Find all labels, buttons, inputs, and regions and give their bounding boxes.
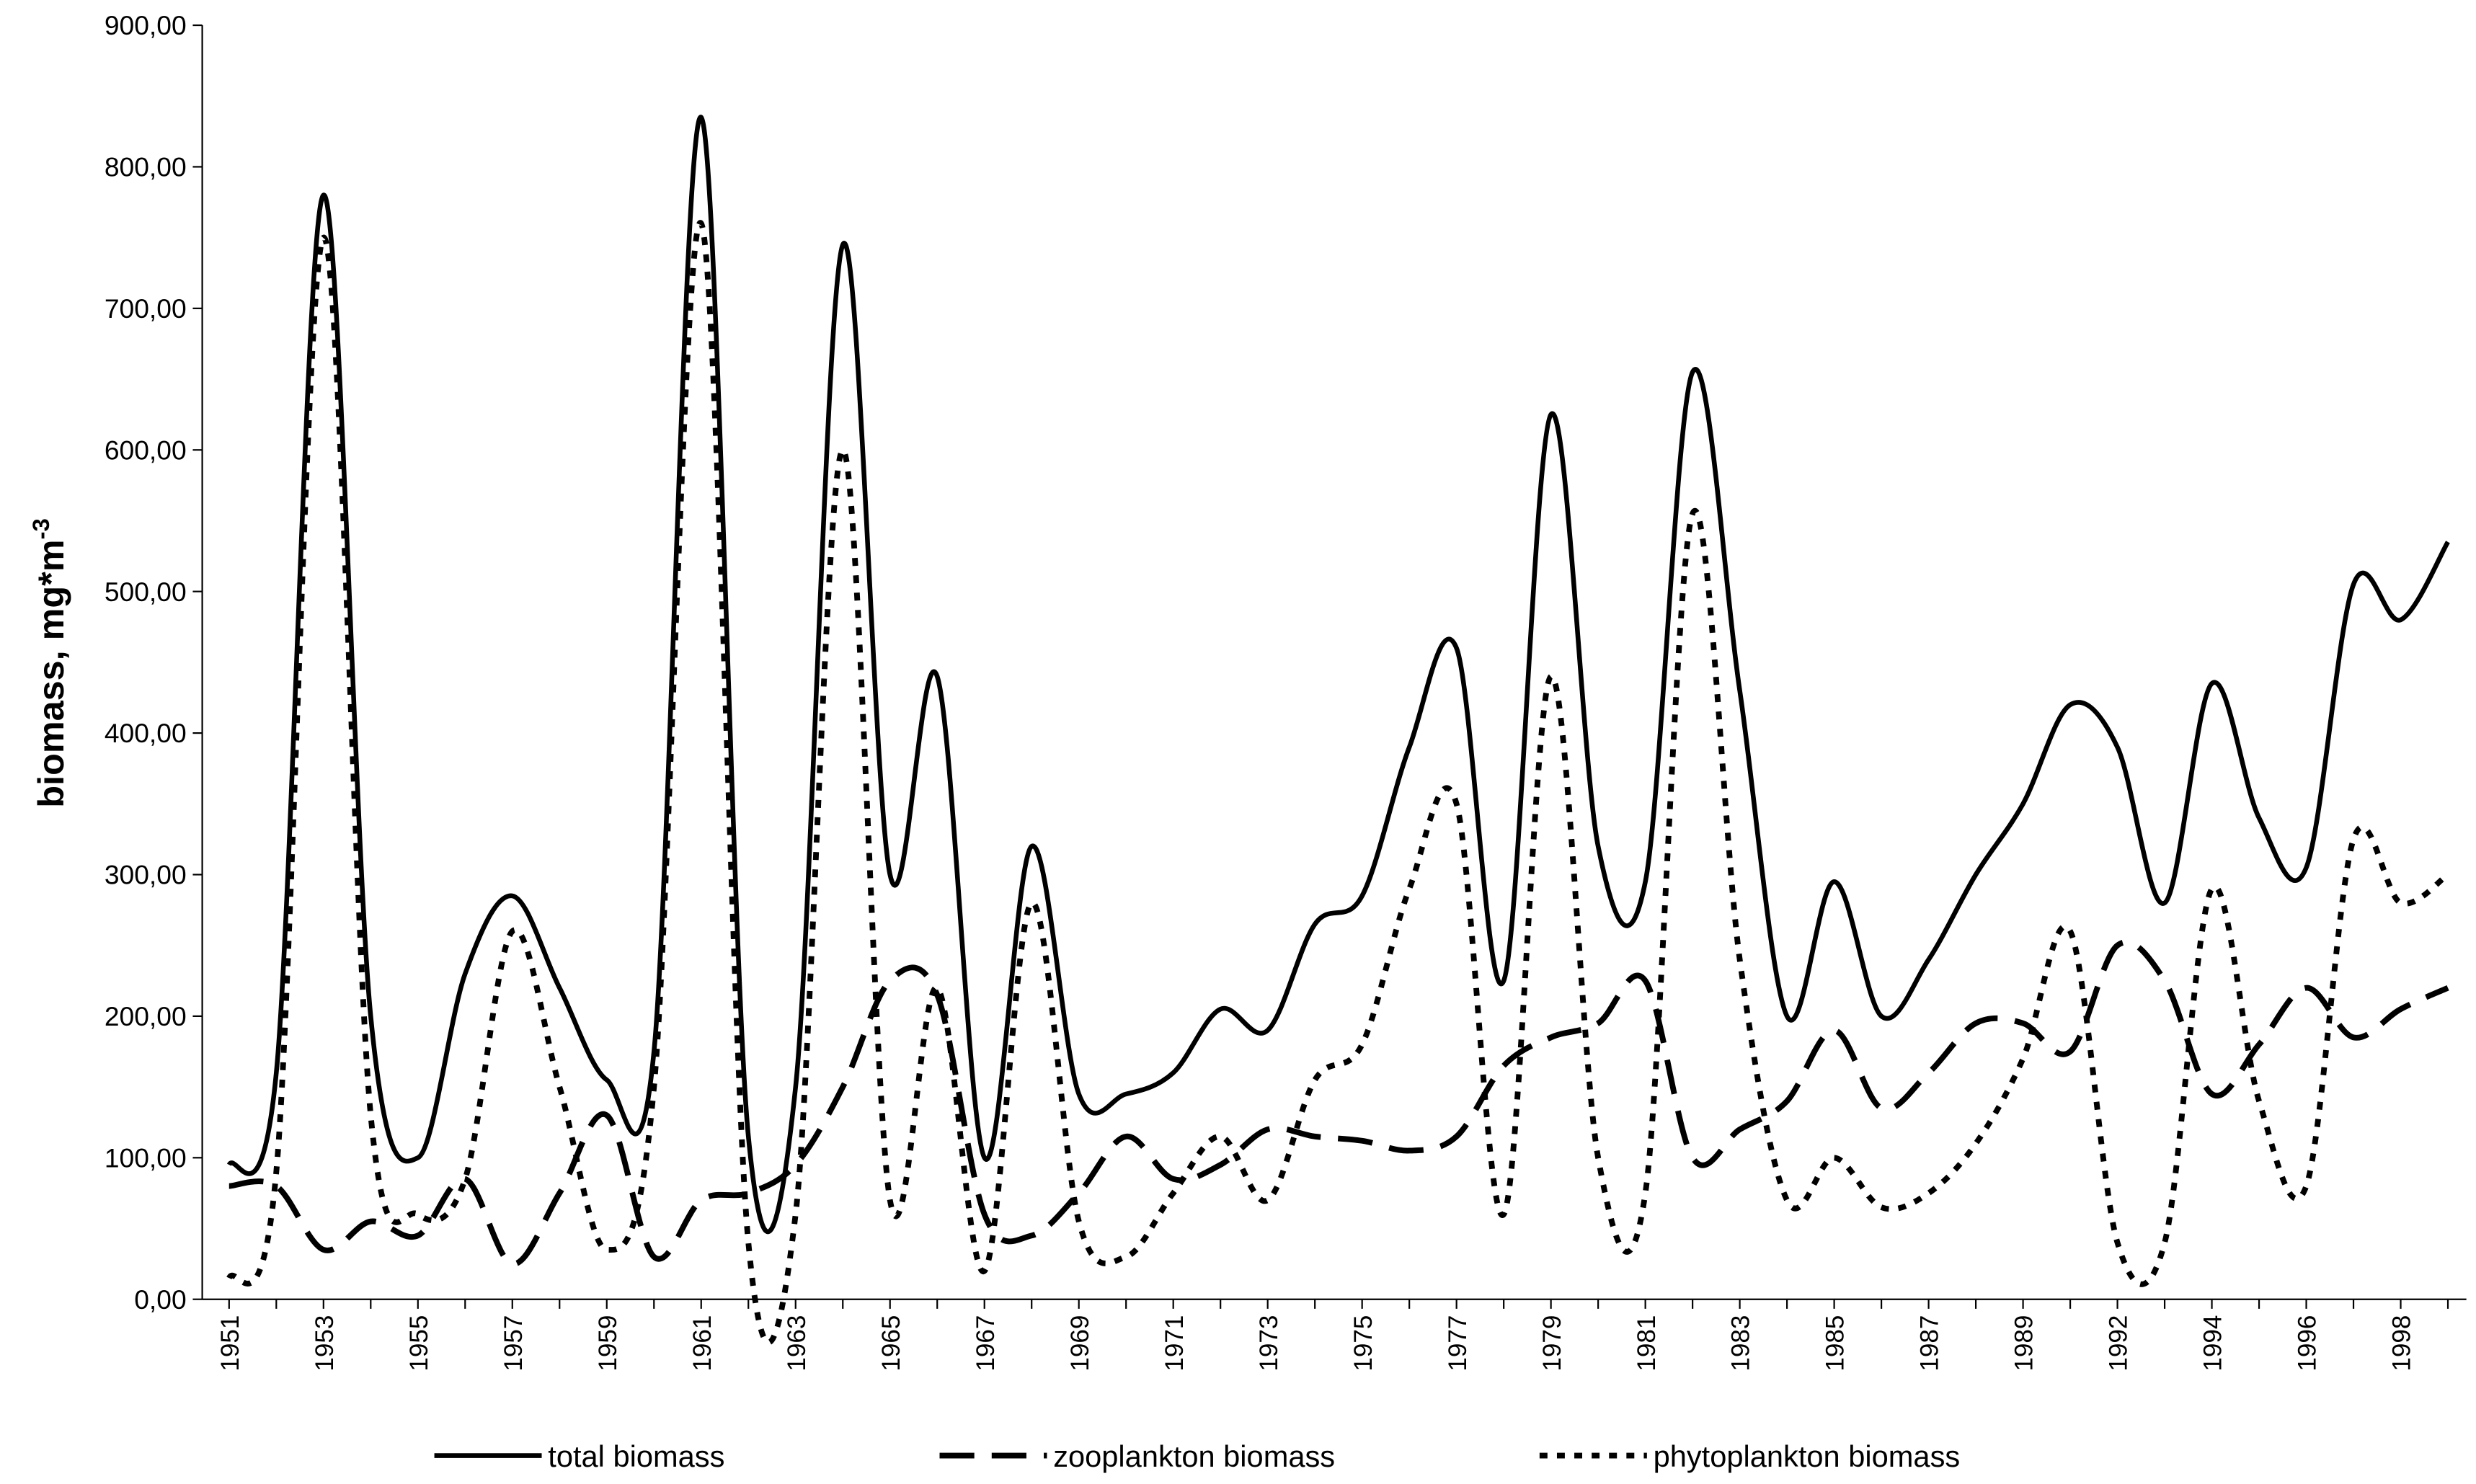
y-tick-label: 100,00 (105, 1142, 187, 1173)
x-tick-label: 1959 (594, 1315, 622, 1372)
y-tick-label: 900,00 (105, 10, 187, 40)
legend-label: zooplankton biomass (1053, 1439, 1335, 1473)
x-tick-label: 1979 (1538, 1315, 1566, 1372)
x-tick-label: 1977 (1444, 1315, 1472, 1372)
y-tick-label: 500,00 (105, 577, 187, 607)
x-tick-label: 1973 (1255, 1315, 1283, 1372)
legend-label: phytoplankton biomass (1654, 1439, 1961, 1473)
y-axis-label-exponent: -3 (27, 518, 54, 539)
x-tick-label: 1955 (405, 1315, 433, 1372)
x-tick-label: 1992 (2105, 1315, 2133, 1372)
x-tick-label: 1963 (783, 1315, 811, 1372)
legend-label: total biomass (548, 1439, 724, 1473)
x-tick-label: 1996 (2294, 1315, 2322, 1372)
y-tick-label: 300,00 (105, 860, 187, 890)
x-tick-label: 1975 (1349, 1315, 1377, 1372)
y-tick-label: 400,00 (105, 718, 187, 748)
y-axis-label: biomass, mg*m-3 (27, 518, 71, 807)
y-tick-label: 700,00 (105, 293, 187, 324)
x-tick-label: 1987 (1916, 1315, 1944, 1372)
series-line (226, 115, 2450, 1234)
x-tick-label: 1983 (1727, 1315, 1755, 1372)
x-tick-label: 1965 (877, 1315, 905, 1372)
y-tick-label: 800,00 (105, 152, 187, 182)
x-tick-label: 1981 (1633, 1315, 1661, 1372)
x-tick-label: 1998 (2388, 1315, 2416, 1372)
x-tick-label: 1967 (972, 1315, 1000, 1372)
x-tick-label: 1961 (688, 1315, 716, 1372)
x-tick-label: 1951 (216, 1315, 244, 1372)
x-tick-label: 1957 (500, 1315, 528, 1372)
y-tick-label: 0,00 (134, 1284, 186, 1315)
y-tick-label: 200,00 (105, 1001, 187, 1031)
y-tick-label: 600,00 (105, 435, 187, 465)
series-line (226, 220, 2450, 1346)
series-line (228, 939, 2449, 1267)
x-tick-label: 1985 (1821, 1315, 1850, 1372)
y-axis-label-text: biomass, mg*m (30, 539, 71, 807)
x-tick-label: 1971 (1161, 1315, 1189, 1372)
x-tick-label: 1989 (2010, 1315, 2038, 1372)
x-tick-label: 1953 (311, 1315, 339, 1372)
x-tick-label: 1994 (2199, 1315, 2227, 1372)
x-tick-label: 1969 (1066, 1315, 1094, 1372)
